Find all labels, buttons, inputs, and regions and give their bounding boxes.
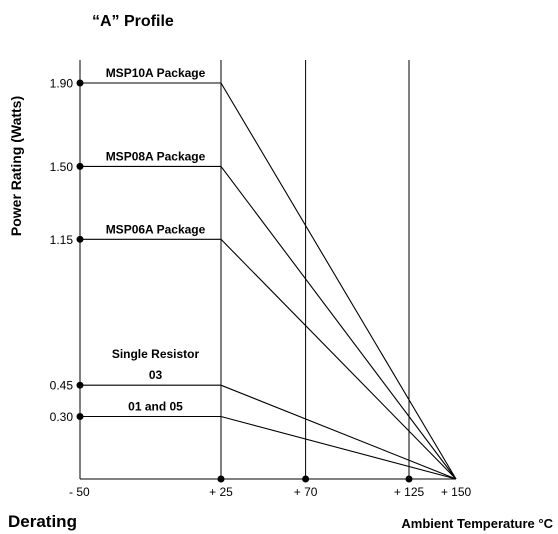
series-line (80, 82, 457, 480)
y-tick-label: 1.15 (50, 233, 74, 247)
y-tick-label: 1.50 (50, 160, 74, 174)
series-label: MSP10A Package (106, 66, 206, 80)
x-tick-label: + 70 (294, 485, 318, 499)
y-tick-marker (76, 381, 84, 389)
series-line (80, 384, 457, 480)
series-label: MSP06A Package (106, 222, 206, 236)
x-tick-label: + 150 (441, 485, 472, 499)
y-tick-label: 0.45 (50, 379, 74, 393)
x-tick-label: - 50 (69, 485, 90, 499)
x-tick-marker (405, 475, 413, 483)
series-line (80, 238, 457, 480)
series-label: MSP08A Package (106, 149, 206, 163)
series-label: 03 (149, 368, 163, 382)
y-tick-label: 0.30 (50, 410, 74, 424)
y-tick-marker (76, 412, 84, 420)
y-tick-marker (76, 162, 84, 170)
series-label: Single Resistor (112, 347, 200, 361)
series-label: 01 and 05 (128, 399, 183, 413)
y-tick-marker (76, 79, 84, 87)
x-tick-label: + 25 (209, 485, 233, 499)
x-axis-label: Ambient Temperature °C (401, 516, 553, 531)
x-tick-label: + 125 (394, 485, 425, 499)
series-line (80, 415, 457, 480)
x-tick-marker (217, 475, 225, 483)
chart-title: “A” Profile (92, 13, 174, 30)
y-axis-label: Power Rating (Watts) (8, 96, 24, 236)
x-tick-marker (302, 475, 310, 483)
footer-label: Derating (8, 512, 77, 531)
y-tick-marker (76, 235, 84, 243)
y-tick-label: 1.90 (50, 77, 74, 91)
series-line (80, 165, 457, 480)
